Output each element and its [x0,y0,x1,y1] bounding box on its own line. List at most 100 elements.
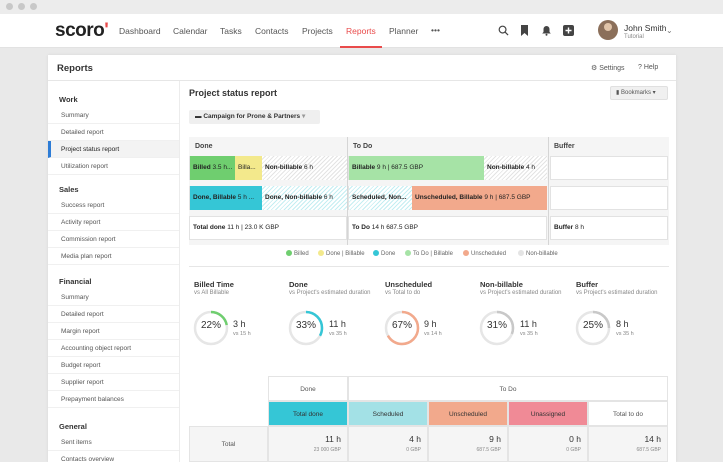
project-filter-chip[interactable]: ▬ Campaign for Prone & Partners ▾ [189,110,320,124]
kpi-title-non-billable: Non-billable [480,280,523,289]
sidebar-section-financial: Financial [59,277,92,286]
kpi-percent: 33% [295,320,316,331]
kpi-value: 8 h [616,319,629,329]
sidebar-item-sent-items[interactable]: Sent items [48,434,179,451]
scoro-logo[interactable]: scoro' [55,20,109,41]
kpi-title-buffer: Buffer [576,280,599,289]
segment-scheduled[interactable]: Scheduled, Non... [349,186,412,210]
buffer-row-2 [550,186,668,210]
kpi-ring-unscheduled [384,310,420,346]
bookmarks-dropdown[interactable]: ▮ Bookmarks ▾ [610,86,668,100]
sidebar-item-financial-summary[interactable]: Summary [48,289,179,306]
legend-dot [373,250,379,256]
window-minimize-dot[interactable] [18,3,25,10]
segment-done-non-billable[interactable]: Done, Non-billable 6 h [262,186,347,210]
total-todo: To Do 14 h 687.5 GBP [352,224,418,231]
segment-unscheduled[interactable]: Unscheduled, Billable 9 h | 687.5 GBP [412,186,547,210]
sidebar-item-margin-report[interactable]: Margin report [48,323,179,340]
reports-panel: Reports ⚙ Settings ? Help Work Summary D… [48,55,676,462]
sidebar-item-utilization-report[interactable]: Utilization report [48,158,179,175]
sidebar-item-financial-detailed-report[interactable]: Detailed report [48,306,179,323]
sidebar-item-prepayment-balances[interactable]: Prepayment balances [48,391,179,408]
kpi-value: 11 h [329,319,346,329]
table-header-scheduled: Scheduled [348,401,428,426]
kpi-percent: 22% [200,320,221,331]
table-header-unassigned: Unassigned [508,401,588,426]
sidebar-section-sales: Sales [59,185,79,194]
nav-projects[interactable]: Projects [302,26,333,36]
sidebar-item-accounting-object-report[interactable]: Accounting object report [48,340,179,357]
chevron-down-icon[interactable]: ⌄ [666,26,673,35]
section-divider [189,266,669,267]
column-divider [347,137,348,245]
segment-billed[interactable]: Billed 3.5 h... [190,156,235,180]
sidebar-item-contacts-overview[interactable]: Contacts overview [48,451,179,462]
kpi-comparison: vs 14 h [424,331,442,337]
nav-contacts[interactable]: Contacts [255,26,289,36]
segment-done-billable-row[interactable]: Done, Billable 5 h ... [190,186,262,210]
legend-dot [318,250,324,256]
kpi-subtitle: vs Project's estimated duration [480,290,562,296]
sidebar-item-activity-report[interactable]: Activity report [48,214,179,231]
legend-non-billable: Non-billable [518,250,558,257]
bookmark-icon[interactable] [520,25,529,39]
buffer-row-1 [550,156,668,180]
column-header-done: Done [195,143,213,150]
nav-tasks[interactable]: Tasks [220,26,242,36]
kpi-ring-billed-time [193,310,229,346]
search-icon[interactable] [498,25,509,39]
segment-done-billable[interactable]: Billa... [235,156,262,180]
kpi-subtitle: vs Total to do [385,290,421,296]
buffer-total-row [550,216,668,240]
top-navigation: scoro' Dashboard Calendar Tasks Contacts… [0,14,723,48]
user-name[interactable]: John Smith [624,23,667,33]
settings-link[interactable]: ⚙ Settings [591,65,625,72]
nav-more[interactable]: ••• [431,25,440,35]
segment-non-billable-todo[interactable]: Non-billable 4 h [484,156,547,180]
nav-reports[interactable]: Reports [346,26,376,36]
add-icon[interactable] [563,25,574,39]
kpi-subtitle: vs Project's estimated duration [576,290,658,296]
sidebar-section-work: Work [59,95,78,104]
sidebar-item-work-detailed-report[interactable]: Detailed report [48,124,179,141]
kpi-percent: 67% [391,320,412,331]
sidebar-item-budget-report[interactable]: Budget report [48,357,179,374]
ring-progress [288,310,324,346]
bookmark-icon: ▮ [616,90,620,96]
kpi-ring-non-billable [479,310,515,346]
ring-progress [384,310,420,346]
briefcase-icon: ▬ [195,113,202,120]
legend-dot [405,250,411,256]
user-subtitle: Tutorial [624,34,644,40]
nav-dashboard[interactable]: Dashboard [119,26,161,36]
user-avatar[interactable] [598,20,618,40]
notifications-icon[interactable] [541,25,552,39]
sidebar-item-work-summary[interactable]: Summary [48,107,179,124]
legend-dot [286,250,292,256]
column-divider [548,137,549,245]
ring-progress [479,310,515,346]
total-buffer: Buffer 8 h [554,224,584,231]
help-link[interactable]: ? Help [638,64,659,71]
legend-dot [518,250,524,256]
sidebar-item-project-status-report[interactable]: Project status report [48,141,179,158]
kpi-subtitle: vs Project's estimated duration [289,290,371,296]
table-group-todo: To Do [348,376,668,401]
nav-planner[interactable]: Planner [389,26,419,36]
window-close-dot[interactable] [6,3,13,10]
kpi-ring-buffer [575,310,611,346]
segment-non-billable-done[interactable]: Non-billable 6 h [262,156,347,180]
segment-billable-todo[interactable]: Billable 9 h | 687.5 GBP [349,156,484,180]
window-zoom-dot[interactable] [30,3,37,10]
table-header-unscheduled: Unscheduled [428,401,508,426]
kpi-value: 9 h [424,319,437,329]
column-header-buffer: Buffer [554,143,575,150]
kpi-value: 3 h [233,319,246,329]
sidebar-item-supplier-report[interactable]: Supplier report [48,374,179,391]
nav-calendar[interactable]: Calendar [173,26,208,36]
page-title: Project status report [189,88,278,98]
sidebar-item-success-report[interactable]: Success report [48,197,179,214]
sidebar-item-media-plan-report[interactable]: Media plan report [48,248,179,265]
reports-sidebar: Work Summary Detailed report Project sta… [48,81,180,462]
sidebar-item-commission-report[interactable]: Commission report [48,231,179,248]
